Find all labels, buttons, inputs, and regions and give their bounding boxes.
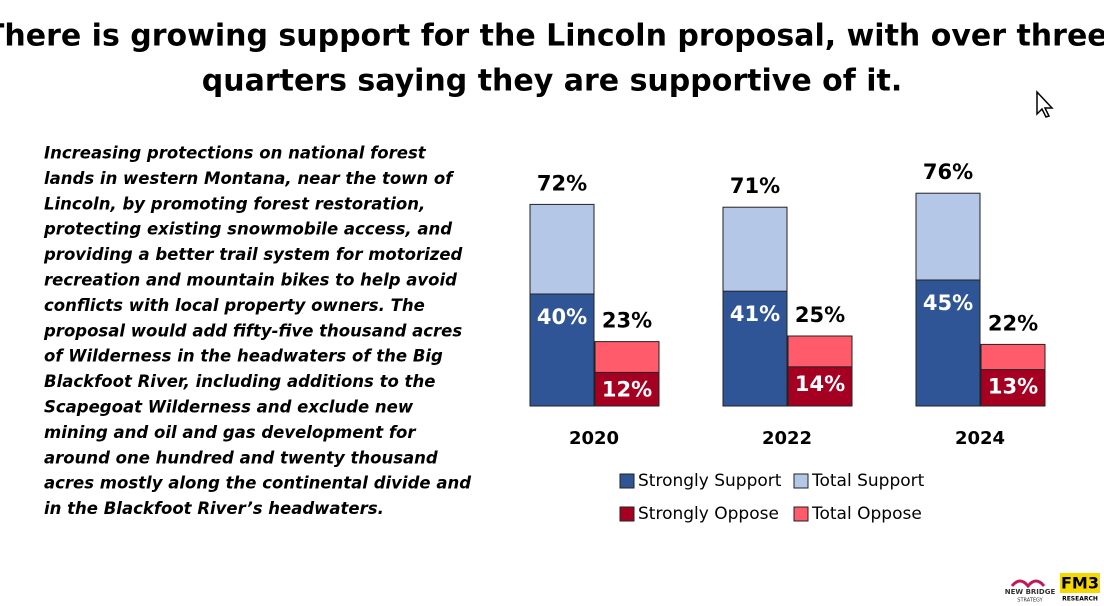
legend-label: Total Oppose: [811, 504, 922, 524]
title: quarters saying they are supportive of i…: [202, 64, 903, 99]
legend-label: Strongly Oppose: [638, 504, 779, 524]
value-label: 41%: [730, 302, 780, 326]
value-label: 25%: [795, 303, 845, 327]
description-line: lands in western Montana, near the town …: [44, 169, 454, 188]
description-line: Lincoln, by promoting forest restoration…: [44, 194, 425, 213]
bar: [722, 290, 788, 407]
legend-swatch: [793, 473, 809, 489]
value-label: 14%: [795, 372, 845, 396]
description-line: around one hundred and twenty thousand: [44, 448, 438, 467]
x-tick-label: 2020: [569, 428, 619, 449]
legend-swatch: [619, 506, 635, 522]
value-label: 22%: [988, 311, 1038, 335]
logo-text: NEW BRIDGE: [1005, 588, 1056, 596]
x-tick-label: 2024: [955, 428, 1005, 449]
bar: [594, 371, 660, 407]
legend-label: Total Support: [811, 471, 925, 491]
cursor: [1036, 90, 1054, 118]
description-line: Scapegoat Wilderness and exclude new: [44, 398, 414, 417]
description-line: in the Blackfoot River’s headwaters.: [44, 499, 384, 518]
description-line: Blackfoot River, including additions to …: [44, 372, 435, 391]
logo-arc: [1010, 579, 1046, 589]
logo-text: STRATEGY: [1017, 598, 1043, 604]
description-line: acres mostly along the continental divid…: [44, 474, 471, 493]
logo-new-bridge: NEW BRIDGE STRATEGY: [1005, 579, 1056, 604]
title: There is growing support for the Lincoln…: [0, 19, 1104, 54]
value-label: 23%: [602, 309, 652, 333]
description-line: providing a better trail system for moto…: [43, 245, 463, 264]
value-label: 12%: [602, 377, 652, 401]
description-line: conflicts with local property owners. Th…: [44, 296, 425, 315]
description-line: proposal would add fifty-five thousand a…: [43, 321, 462, 340]
description-line: mining and oil and gas development for: [44, 423, 416, 442]
value-label: 13%: [988, 375, 1038, 399]
description-line: protecting existing snowmobile access, a…: [43, 220, 452, 239]
legend-swatch: [793, 506, 809, 522]
value-label: 45%: [923, 291, 973, 315]
value-label: 71%: [730, 174, 780, 198]
value-label: 72%: [537, 171, 587, 195]
bar: [529, 293, 595, 407]
x-tick-label: 2022: [762, 428, 812, 449]
value-label: 40%: [537, 305, 587, 329]
legend-swatch: [619, 473, 635, 489]
description-line: Increasing protections on national fores…: [44, 144, 427, 163]
logo-box: [1060, 573, 1100, 593]
legend-label: Strongly Support: [638, 471, 782, 491]
bar: [980, 369, 1046, 407]
description-line: of Wilderness in the headwaters of the B…: [44, 347, 443, 366]
logo-text: RESEARCH: [1062, 596, 1098, 603]
logo-text: FM3: [1061, 574, 1099, 593]
bar: [787, 366, 853, 407]
value-label: 76%: [923, 160, 973, 184]
description-line: recreation and mountain bikes to help av…: [44, 271, 457, 290]
bar: [915, 279, 981, 407]
